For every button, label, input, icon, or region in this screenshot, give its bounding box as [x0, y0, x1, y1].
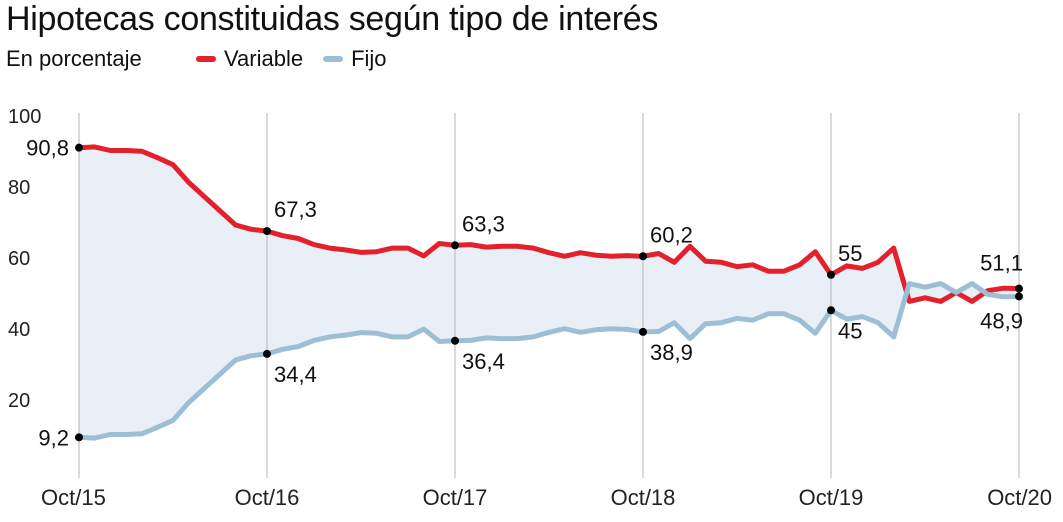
data-label: 48,9	[980, 308, 1023, 333]
data-label: 67,3	[274, 197, 317, 222]
data-point-marker	[1015, 284, 1023, 293]
data-point-marker	[451, 241, 459, 250]
data-label: 36,4	[462, 349, 505, 374]
x-tick-label: Oct/16	[235, 485, 300, 510]
data-point-marker	[639, 252, 647, 261]
legend-swatch-variable	[196, 56, 216, 62]
data-point-marker	[827, 270, 835, 279]
chart-subtitle: En porcentaje	[6, 46, 142, 71]
y-tick-label: 100	[8, 106, 41, 128]
data-point-marker	[827, 306, 835, 315]
y-tick-label: 60	[8, 248, 30, 270]
data-label: 55	[838, 241, 862, 266]
data-label: 45	[838, 318, 862, 343]
data-point-marker	[1015, 292, 1023, 301]
data-point-marker	[75, 143, 83, 152]
data-point-marker	[451, 336, 459, 345]
area-between-series	[79, 146, 1019, 439]
data-label: 38,9	[650, 340, 693, 365]
data-label: 51,1	[980, 251, 1023, 276]
data-label: 34,4	[274, 362, 317, 387]
data-point-marker	[263, 349, 271, 358]
series-line-variable	[76, 144, 1022, 304]
legend-label-fijo: Fijo	[351, 46, 387, 71]
data-point-marker	[263, 227, 271, 236]
x-tick-label: Oct/20	[987, 485, 1052, 510]
y-tick-label: 80	[8, 177, 30, 199]
series-line-fijo	[76, 281, 1022, 441]
y-tick-label: 40	[8, 319, 30, 341]
legend-item-variable: Variable	[196, 46, 303, 72]
data-label: 9,2	[38, 425, 69, 450]
legend-swatch-fijo	[323, 56, 344, 62]
y-tick-label: 20	[8, 390, 30, 412]
x-tick-label: Oct/19	[799, 485, 864, 510]
x-tick-label: Oct/18	[611, 485, 676, 510]
legend-item-fijo: Fijo	[323, 46, 387, 72]
data-label: 60,2	[650, 222, 693, 247]
data-label: 90,8	[26, 136, 69, 161]
x-tick-label: Oct/17	[423, 485, 488, 510]
legend: Variable Fijo	[196, 46, 407, 72]
data-point-marker	[639, 327, 647, 336]
data-point-marker	[75, 433, 83, 442]
legend-label-variable: Variable	[224, 46, 304, 71]
data-label: 63,3	[462, 211, 505, 236]
x-tick-label: Oct/15	[41, 485, 106, 510]
chart-title: Hipotecas constituidas según tipo de int…	[6, 0, 659, 38]
